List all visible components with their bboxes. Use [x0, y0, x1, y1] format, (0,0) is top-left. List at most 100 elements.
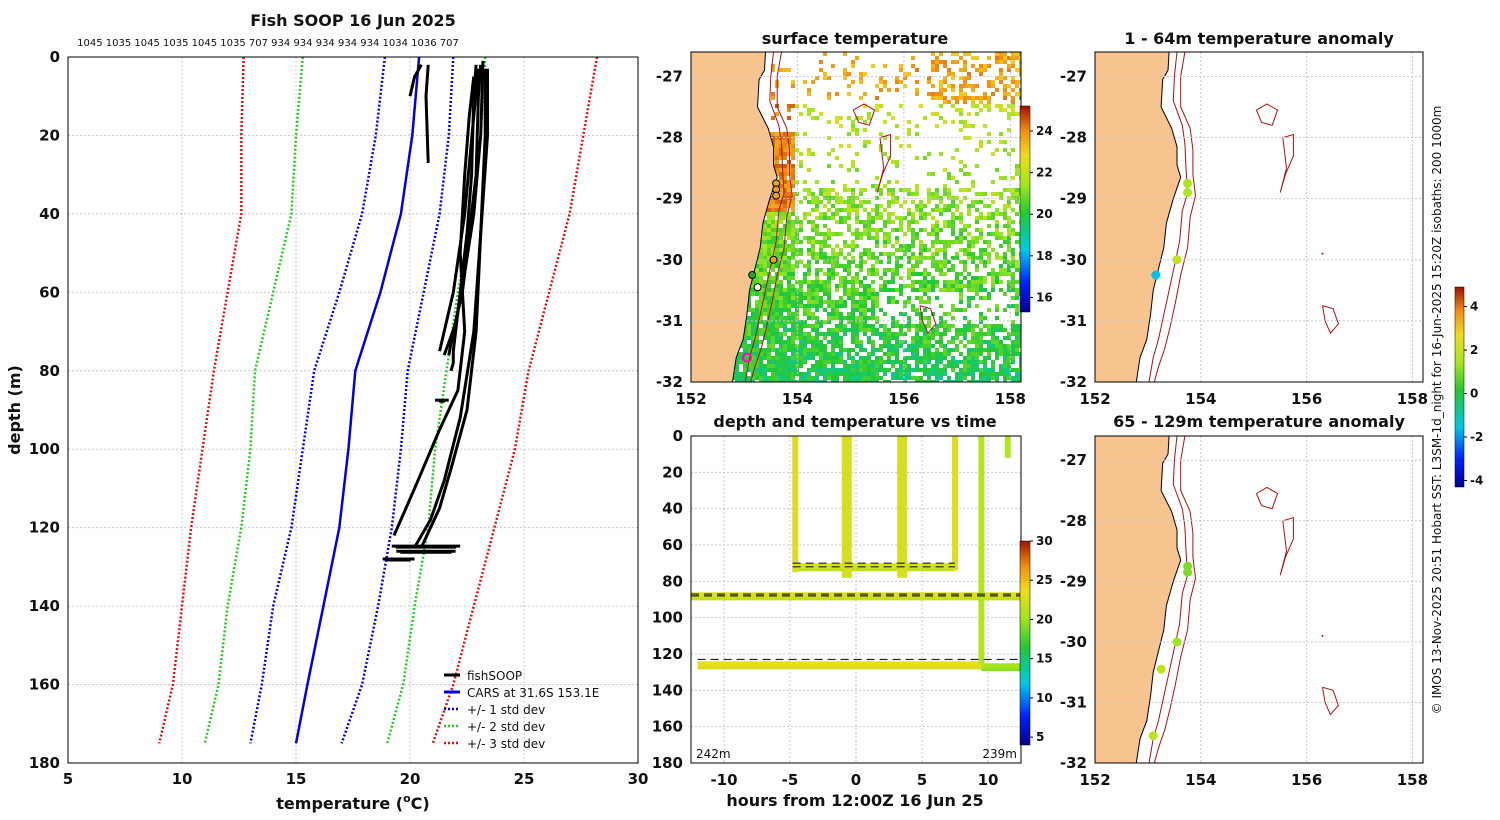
sst-pixel	[975, 112, 979, 116]
sst-pixel	[1003, 76, 1007, 80]
sst-pixel	[1007, 68, 1011, 72]
sst-pixel	[903, 332, 907, 336]
sst-pixel	[935, 232, 939, 236]
sst-pixel	[751, 376, 755, 380]
sst-pixel	[763, 300, 767, 304]
sst-pixel	[915, 156, 919, 160]
sst-pixel	[947, 176, 951, 180]
sst-pixel	[883, 336, 887, 340]
sst-pixel	[915, 272, 919, 276]
sst-pixel	[927, 340, 931, 344]
sst-pixel	[835, 244, 839, 248]
sst-pixel	[927, 196, 931, 200]
sst-pixel	[847, 368, 851, 372]
sst-pixel	[907, 188, 911, 192]
sst-pixel	[843, 364, 847, 368]
sst-pixel	[767, 220, 771, 224]
anom-top-points	[1151, 178, 1193, 280]
sst-pixel	[791, 80, 795, 84]
sst-pixel	[767, 276, 771, 280]
sst-pixel	[791, 296, 795, 300]
sst-pixel	[855, 212, 859, 216]
sst-pixel	[947, 280, 951, 284]
sst-pixel	[771, 248, 775, 252]
sst-pixel	[815, 224, 819, 228]
sst-pixel	[987, 260, 991, 264]
sst-pixel	[811, 280, 815, 284]
sst-pixel	[935, 376, 939, 380]
sst-pixel	[763, 296, 767, 300]
sst-pixel	[779, 144, 783, 148]
sst-pixel	[839, 328, 843, 332]
sst-pixel	[967, 364, 971, 368]
sst-pixel	[783, 264, 787, 268]
sst-pixel	[791, 276, 795, 280]
sst-pixel	[903, 200, 907, 204]
sst-pixel	[1011, 296, 1015, 300]
sst-pixel	[815, 216, 819, 220]
sst-pixel	[875, 328, 879, 332]
sst-pixel	[967, 208, 971, 212]
sst-pixel	[887, 220, 891, 224]
sst-pixel	[1007, 248, 1011, 252]
sst-pixel	[747, 344, 751, 348]
sst-pixel	[911, 268, 915, 272]
sst-pixel	[767, 260, 771, 264]
sst-pixel	[867, 288, 871, 292]
sst-pixel	[851, 244, 855, 248]
sst-pixel	[919, 200, 923, 204]
sst-pixel	[779, 184, 783, 188]
sst-pixel	[819, 340, 823, 344]
sst-pixel	[819, 296, 823, 300]
sst-pixel	[823, 212, 827, 216]
sst-pixel	[747, 380, 751, 382]
sst-pixel	[943, 64, 947, 68]
sst-pixel	[851, 64, 855, 68]
sst-pixel	[895, 264, 899, 268]
sst-pixel	[959, 248, 963, 252]
sst-pixel	[895, 268, 899, 272]
sst-pixel	[971, 252, 975, 256]
sst-pixel	[891, 160, 895, 164]
sst-pixel	[935, 364, 939, 368]
sst-pixel	[911, 340, 915, 344]
sst-pixel	[839, 324, 843, 328]
lon-tick-label: 158	[1397, 390, 1428, 408]
sst-pixel	[863, 316, 867, 320]
sst-pixel	[987, 108, 991, 112]
sst-pixel	[767, 356, 771, 360]
sst-pixel	[875, 108, 879, 112]
sst-pixel	[931, 284, 935, 288]
sst-pixel	[803, 180, 807, 184]
sst-pixel	[1003, 372, 1007, 376]
sst-pixel	[991, 212, 995, 216]
sst-pixel	[771, 208, 775, 212]
sst-pixel	[779, 264, 783, 268]
sst-pixel	[931, 208, 935, 212]
sst-pixel	[771, 344, 775, 348]
sst-pixel	[955, 284, 959, 288]
sst-pixel	[1003, 272, 1007, 276]
sst-pixel	[827, 284, 831, 288]
sst-pixel	[855, 128, 859, 132]
sst-pixel	[975, 280, 979, 284]
sst-pixel	[827, 300, 831, 304]
sst-pixel	[967, 204, 971, 208]
sst-pixel	[843, 208, 847, 212]
sst-pixel	[827, 292, 831, 296]
sst-pixel	[795, 352, 799, 356]
lat-tick-label: -32	[1060, 754, 1087, 772]
sst-pixel	[975, 68, 979, 72]
sst-pixel	[967, 212, 971, 216]
sst-pixel	[959, 212, 963, 216]
lon-tick-label: 154	[1185, 771, 1216, 789]
sst-pixel	[967, 244, 971, 248]
sst-pixel	[1019, 328, 1021, 332]
sst-pixel	[867, 340, 871, 344]
sst-pixel	[971, 96, 975, 100]
sst-pixel	[875, 104, 879, 108]
sst-pixel	[891, 320, 895, 324]
lat-tick-label: -28	[656, 129, 683, 147]
sst-pixel	[959, 368, 963, 372]
sst-pixel	[1003, 336, 1007, 340]
